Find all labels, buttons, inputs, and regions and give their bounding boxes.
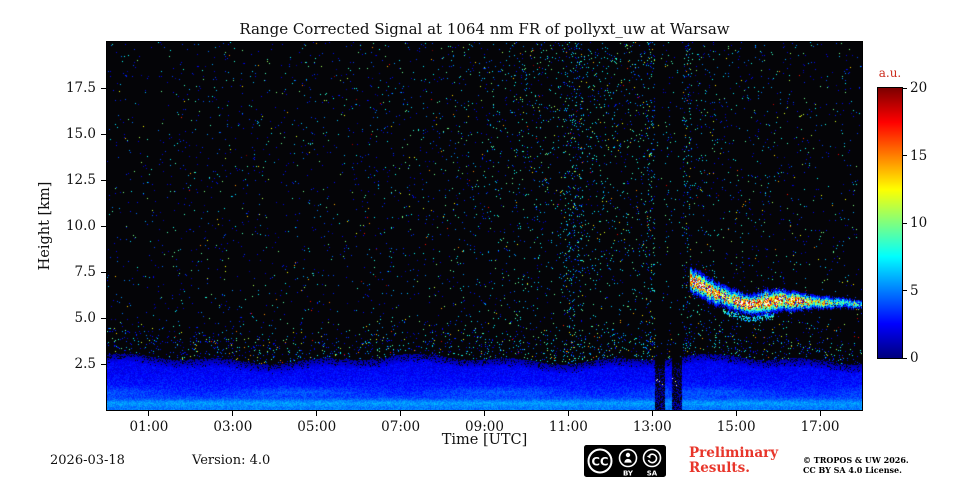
sa-arrow-icon: SA: [642, 448, 662, 478]
x-tick-label: 17:00: [800, 419, 840, 435]
preliminary-note: Preliminary Results.: [689, 446, 778, 476]
y-tick-label: 12.5: [65, 172, 96, 188]
x-tick-label: 01:00: [129, 419, 169, 435]
y-tick-label: 17.5: [65, 80, 96, 96]
colorbar-tick-label: 0: [910, 350, 919, 366]
x-tick: [651, 411, 653, 416]
colorbar-tick-label: 10: [910, 215, 928, 231]
colorbar-tick: [903, 357, 907, 359]
colorbar-tick-label: 15: [910, 147, 928, 164]
x-tick: [148, 411, 150, 416]
cc-icon-text: CC: [592, 455, 609, 469]
colorbar-tick-label: 5: [910, 282, 919, 299]
y-tick-label: 15.0: [65, 126, 96, 142]
preliminary-line1: Preliminary: [689, 445, 779, 461]
y-tick: [101, 363, 106, 365]
version-label: Version: 4.0: [192, 453, 271, 468]
plot-title: Range Corrected Signal at 1064 nm FR of …: [239, 20, 730, 38]
x-tick-label: 15:00: [716, 419, 756, 435]
x-tick: [400, 411, 402, 416]
x-tick: [735, 411, 737, 416]
x-axis-label: Time [UTC]: [441, 432, 528, 448]
x-tick-label: 03:00: [213, 419, 253, 435]
y-tick: [101, 271, 106, 273]
cc-license-badge: CC BY SA: [583, 444, 667, 478]
copyright-note: © TROPOS & UW 2026. CC BY SA 4.0 License…: [803, 455, 909, 475]
sa-icon-label: SA: [647, 470, 658, 478]
x-tick-label: 13:00: [632, 419, 672, 435]
y-tick: [101, 225, 106, 227]
y-tick-label: 2.5: [74, 356, 96, 372]
x-tick: [316, 411, 318, 416]
x-tick-label: 05:00: [297, 419, 337, 435]
y-tick: [101, 317, 106, 319]
cc-icon: CC: [587, 448, 613, 474]
copyright-line1: © TROPOS & UW 2026.: [803, 455, 909, 465]
heatmap-canvas: [107, 42, 862, 410]
y-tick: [101, 87, 106, 89]
y-tick: [101, 133, 106, 135]
y-tick-label: 5.0: [74, 310, 96, 326]
x-tick: [484, 411, 485, 416]
by-icon-label: BY: [623, 470, 634, 478]
copyright-line2: CC BY SA 4.0 License.: [803, 464, 902, 475]
x-tick-label: 11:00: [548, 419, 588, 435]
colorbar-tick: [903, 155, 907, 156]
y-tick-label: 10.0: [65, 218, 96, 234]
x-tick: [819, 411, 821, 416]
x-tick: [567, 411, 569, 416]
preliminary-line2: Results.: [689, 460, 750, 476]
by-person-icon: BY: [618, 448, 638, 478]
colorbar-label: a.u.: [878, 66, 902, 80]
x-tick-label: 09:00: [465, 419, 504, 435]
y-tick: [101, 179, 106, 181]
colorbar-tick-label: 20: [910, 80, 928, 96]
x-tick: [232, 411, 234, 416]
colorbar-tick: [903, 222, 907, 224]
colorbar-tick: [903, 290, 907, 291]
colorbar-tick: [903, 87, 907, 89]
x-tick-label: 07:00: [381, 419, 421, 435]
measurement-date: 2026-03-18: [50, 453, 125, 468]
colorbar-canvas: [878, 88, 902, 358]
colorbar-frame: [877, 87, 903, 359]
y-tick-label: 7.5: [74, 264, 96, 280]
